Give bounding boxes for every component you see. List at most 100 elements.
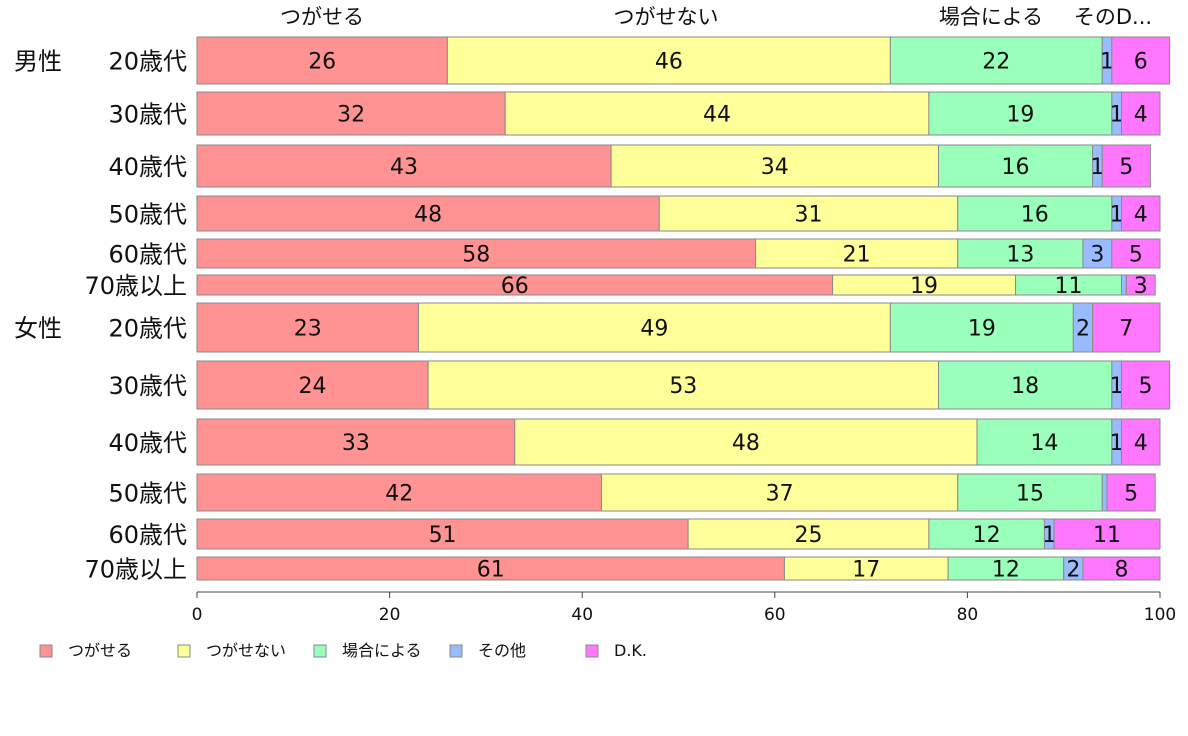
bar-segment-8-5	[1120, 360, 1171, 410]
data-label-6-3: 11	[1055, 274, 1083, 299]
legend-label-5: D.K.	[614, 641, 647, 660]
bar-segment-10-3	[957, 473, 1103, 512]
data-label-8-5: 5	[1139, 374, 1153, 399]
bar-segment-9-1	[196, 418, 516, 466]
data-label-1-1: 26	[308, 50, 336, 75]
data-label-11-5: 11	[1093, 523, 1121, 548]
data-label-6-5: 3	[1134, 274, 1148, 299]
row-label-12: 70歳以上	[84, 556, 187, 584]
bar-row-12: 61 17 12 2 8	[196, 556, 1161, 583]
bar-segment-4-3	[957, 195, 1113, 232]
row-label-2: 30歳代	[108, 101, 187, 129]
data-label-2-1: 32	[337, 103, 365, 128]
bar-segment-4-2	[658, 195, 959, 232]
bar-segment-8-2	[427, 360, 940, 410]
legend-label-2: つがせない	[206, 641, 286, 660]
data-label-9-2: 48	[732, 431, 760, 456]
data-label-10-3: 15	[1016, 482, 1044, 507]
x-tick-label-3: 40	[571, 605, 593, 625]
data-label-12-4: 2	[1066, 558, 1080, 583]
data-label-7-1: 23	[294, 317, 322, 342]
legend-swatch-2	[177, 644, 191, 658]
bar-segment-2-3	[928, 91, 1113, 136]
bar-row-2: 32 44 19 1 4	[196, 91, 1161, 136]
data-label-7-3: 19	[968, 317, 996, 342]
legend-label-1: つがせる	[68, 641, 132, 660]
data-label-5-2: 21	[843, 243, 871, 268]
data-label-1-5: 6	[1134, 50, 1148, 75]
group-label-1: 男性	[14, 48, 62, 76]
data-label-12-1: 61	[477, 558, 505, 583]
legend-swatch-5	[585, 644, 599, 658]
legend-label-4: その他	[478, 641, 526, 660]
row-label-6: 70歳以上	[84, 272, 187, 300]
data-label-5-1: 58	[462, 243, 490, 268]
data-label-3-5: 5	[1119, 155, 1133, 180]
data-label-12-5: 8	[1114, 558, 1128, 583]
bar-segment-2-1	[196, 91, 506, 136]
data-label-11-2: 25	[795, 523, 823, 548]
bar-row-6: 66 19 11 3	[196, 274, 1156, 299]
bar-segment-7-1	[196, 302, 419, 353]
bar-row-7: 23 49 19 2 7	[196, 302, 1161, 353]
top-label-1: つがせる	[280, 5, 364, 29]
data-label-10-1: 42	[385, 482, 413, 507]
bar-segment-6-4	[1120, 274, 1127, 296]
bar-segment-12-5	[1082, 556, 1161, 581]
bar-segment-11-5	[1053, 518, 1161, 550]
data-label-7-2: 49	[640, 317, 668, 342]
x-tick-label-5: 80	[957, 605, 979, 625]
data-label-8-1: 24	[299, 374, 327, 399]
bar-segment-9-3	[976, 418, 1113, 466]
row-label-3: 40歳代	[108, 153, 187, 181]
data-label-2-2: 44	[703, 103, 731, 128]
data-label-4-1: 48	[414, 203, 442, 228]
bar-segment-11-2	[687, 518, 930, 550]
legend-swatch-3	[313, 644, 327, 658]
data-label-2-3: 19	[1006, 103, 1034, 128]
bar-segment-10-5	[1106, 473, 1156, 512]
bar-segment-3-5	[1101, 144, 1151, 188]
bar-row-11: 51 25 12 1 11	[196, 518, 1161, 550]
data-label-12-3: 12	[992, 558, 1020, 583]
data-label-6-1: 66	[501, 274, 529, 299]
top-label-4: そのD...	[1074, 5, 1152, 29]
data-label-4-5: 4	[1134, 203, 1148, 228]
data-label-11-3: 12	[973, 523, 1001, 548]
legend: つがせる つがせない 場合による その他 D.K.	[39, 641, 647, 660]
bar-segment-3-3	[938, 144, 1094, 188]
bar-row-5: 58 21 13 3 5	[196, 238, 1161, 269]
bar-segment-2-2	[504, 91, 930, 136]
x-tick-label-1: 0	[192, 605, 203, 625]
data-label-4-3: 16	[1021, 203, 1049, 228]
row-label-7: 20歳代	[108, 315, 187, 343]
row-label-1: 20歳代	[108, 48, 187, 76]
data-label-2-5: 4	[1134, 103, 1148, 128]
bar-segment-1-3	[889, 36, 1103, 85]
bar-segment-10-1	[196, 473, 602, 512]
data-label-11-1: 51	[429, 523, 457, 548]
legend-swatch-4	[449, 644, 463, 658]
bar-row-10: 42 37 15 5	[196, 473, 1156, 512]
data-label-10-5: 5	[1124, 482, 1138, 507]
x-tick-label-2: 20	[379, 605, 401, 625]
legend-label-3: 場合による	[342, 641, 422, 660]
data-label-3-1: 43	[390, 155, 418, 180]
row-label-10: 50歳代	[108, 480, 187, 508]
data-label-9-3: 14	[1030, 431, 1058, 456]
bar-segment-7-3	[889, 302, 1074, 353]
data-label-1-2: 46	[655, 50, 683, 75]
bar-segment-5-5	[1111, 238, 1161, 269]
data-label-11-4: 1	[1042, 523, 1056, 548]
data-label-8-2: 53	[669, 374, 697, 399]
bar-segment-9-2	[514, 418, 978, 466]
bar-segment-7-5	[1092, 302, 1161, 353]
row-label-9: 40歳代	[108, 429, 187, 457]
bar-segment-5-2	[755, 238, 959, 269]
group-label-2: 女性	[14, 315, 62, 343]
bar-segment-4-5	[1120, 195, 1161, 232]
bar-row-3: 43 34 16 1 5	[196, 144, 1151, 188]
data-label-3-2: 34	[761, 155, 789, 180]
data-label-5-4: 3	[1090, 243, 1104, 268]
